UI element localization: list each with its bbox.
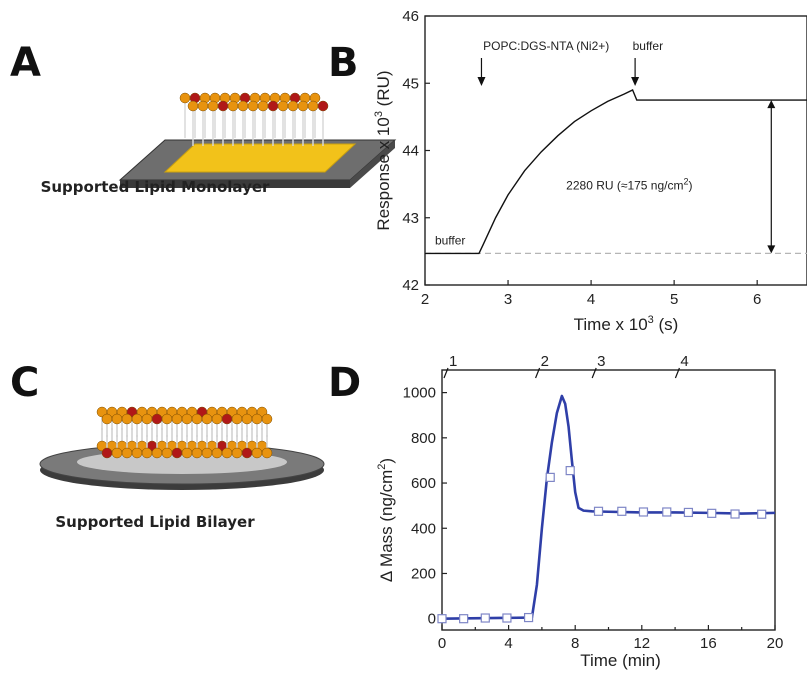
chart-b-xtick-label: 6 xyxy=(753,291,761,308)
chart-d-ytick-label: 1000 xyxy=(403,385,436,402)
bilayer-illustration xyxy=(39,406,325,490)
chart-d-ytick-label: 0 xyxy=(428,611,436,628)
chart-d-ylabel: Δ Mass (ng/cm2) xyxy=(376,458,396,582)
chart-d-ytick-label: 200 xyxy=(411,565,436,582)
chart-b-injection-arrowhead xyxy=(477,77,486,86)
chart-d-point xyxy=(707,508,717,518)
chart-d-point xyxy=(662,507,672,517)
panel-label-c: C xyxy=(10,360,40,406)
chart-b-buffer-arrowhead xyxy=(631,77,640,86)
chart-d-point xyxy=(757,509,767,519)
panel-label-d: D xyxy=(328,360,362,406)
chart-b-xtick-label: 3 xyxy=(504,291,512,308)
chart-d-xtick-label: 4 xyxy=(504,635,512,652)
chart-b-ylabel: Response x 103 (RU) xyxy=(373,70,393,230)
chart-d-point xyxy=(523,612,534,623)
chart-b-ytick-label: 44 xyxy=(402,143,419,160)
chart-d-top-marker-tick xyxy=(535,367,541,379)
monolayer-illustration xyxy=(118,92,397,188)
panel-label-a: A xyxy=(10,40,41,86)
chart-d-ytick-label: 400 xyxy=(411,520,436,537)
chart-b-xlabel: Time x 103 (s) xyxy=(574,314,679,334)
caption-monolayer: Supported Lipid Monolayer xyxy=(40,178,270,196)
chart-b-injection-label: POPC:DGS-NTA (Ni2+) xyxy=(483,39,609,53)
chart-d-point xyxy=(502,613,512,623)
chart-d-point xyxy=(565,466,575,476)
caption-bilayer: Supported Lipid Bilayer xyxy=(55,513,255,531)
chart-d-point xyxy=(683,507,694,518)
chart-d-xtick-label: 20 xyxy=(767,635,784,652)
chart-d-point xyxy=(617,506,627,516)
chart-d-top-marker-label: 3 xyxy=(597,353,605,370)
chart-d-point xyxy=(437,614,447,624)
chart-b-ytick-label: 45 xyxy=(402,75,419,92)
chart-d-top-marker-label: 1 xyxy=(449,353,457,370)
panel-label-b: B xyxy=(328,40,359,86)
chart-d-point xyxy=(459,614,469,624)
chart-d-point xyxy=(545,472,555,482)
monolayer-beads xyxy=(179,92,329,146)
bilayer-beads xyxy=(96,406,273,459)
chart-d-top-marker-label: 2 xyxy=(541,353,549,370)
chart-b-delta-arrowhead-top xyxy=(767,100,776,109)
chart-d-point xyxy=(638,507,649,517)
chart-d-point xyxy=(593,506,604,516)
chart-b-xtick-label: 2 xyxy=(421,291,429,308)
chart-b-xtick-label: 5 xyxy=(670,291,678,308)
chart-b-ytick-label: 46 xyxy=(402,8,419,25)
chart-d-top-marker-tick xyxy=(443,367,449,379)
chart-b-delta-arrowhead-bottom xyxy=(767,245,776,254)
chart-b-delta-label: 2280 RU (≈175 ng/cm2) xyxy=(566,177,692,193)
chart-d-frame xyxy=(441,369,776,631)
chart-b-buffer-start-label: buffer xyxy=(435,233,465,247)
chart-d-point xyxy=(480,613,490,623)
chart-d-xlabel: Time (min) xyxy=(580,651,661,670)
chart-d-xtick-label: 16 xyxy=(700,635,717,652)
chart-b-series-line xyxy=(425,89,807,255)
chart-d-top-marker-tick xyxy=(674,367,680,379)
chart-d-top-marker-tick xyxy=(591,367,597,379)
chart-d-point xyxy=(730,509,740,519)
chart-b-buffer-top-label: buffer xyxy=(633,39,663,53)
chart-d-xtick-label: 12 xyxy=(633,635,650,652)
chart-d-xtick-label: 0 xyxy=(438,635,446,652)
chart-b-ytick-label: 42 xyxy=(402,277,419,294)
chart-b-ytick-label: 43 xyxy=(402,210,419,227)
chart-b-xtick-label: 4 xyxy=(587,291,595,308)
chart-d-ytick-label: 800 xyxy=(411,430,436,447)
chart-d-series-line xyxy=(441,394,776,620)
chart-d-ytick-label: 600 xyxy=(411,475,436,492)
chart-d-xtick-label: 8 xyxy=(571,635,579,652)
chart-d-top-marker-label: 4 xyxy=(680,353,688,370)
